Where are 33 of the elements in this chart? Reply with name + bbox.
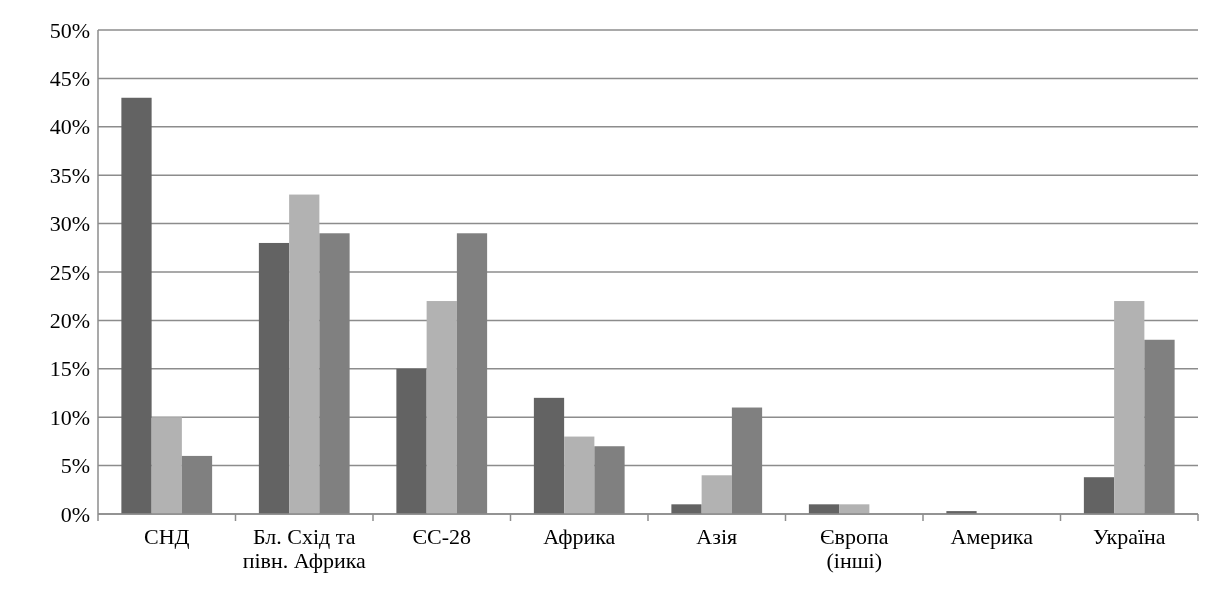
y-tick-label: 45% [49, 65, 90, 91]
y-tick-label: 0% [60, 501, 90, 527]
y-tick-label: 30% [49, 211, 90, 237]
bar [426, 301, 457, 514]
y-tick-label: 35% [49, 162, 90, 188]
y-tick-label: 20% [49, 307, 90, 333]
y-tick-label: 25% [49, 259, 90, 285]
bar [701, 475, 732, 514]
bar [396, 368, 427, 514]
bar [533, 397, 565, 514]
bar [121, 97, 152, 514]
bar [258, 242, 290, 514]
y-tick-label: 50% [49, 17, 90, 43]
x-tick-label: Україна [1092, 524, 1166, 549]
y-tick-label: 15% [49, 356, 90, 382]
bar [671, 504, 702, 514]
x-tick-label: Азія [696, 524, 738, 549]
bar [808, 504, 840, 514]
bar [1083, 477, 1115, 514]
x-tick-label: Америка [950, 524, 1034, 549]
bar [151, 417, 182, 514]
bar [289, 194, 320, 514]
x-tick-label: Бл. Схід та півн. Африка [242, 524, 367, 573]
x-tick-label: СНД [143, 524, 190, 549]
x-tick-label: ЄС-28 [412, 524, 472, 549]
y-tick-label: 5% [60, 453, 90, 479]
x-tick-label: Африка [543, 524, 616, 549]
y-tick-label: 10% [49, 404, 90, 430]
bar [564, 436, 595, 514]
bar [839, 504, 870, 514]
bar [1114, 301, 1145, 514]
y-tick-label: 40% [49, 114, 90, 140]
x-tick-label: Європа (інші) [820, 524, 889, 573]
